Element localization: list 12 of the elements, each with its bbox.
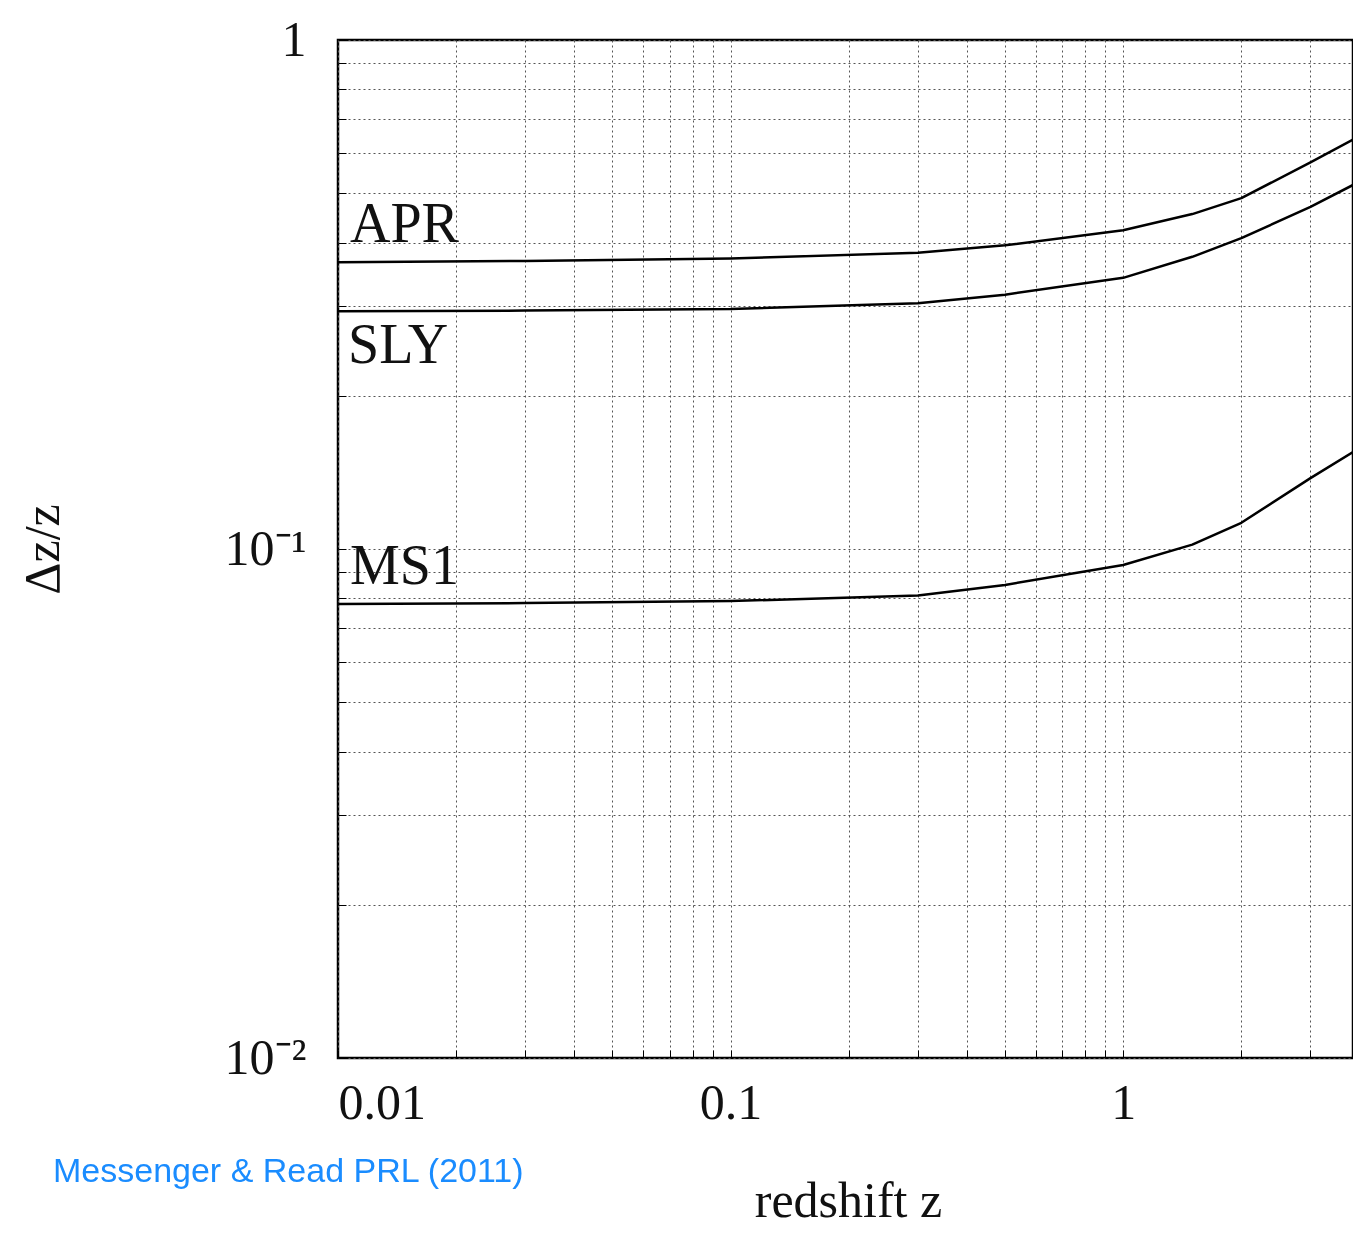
y-tick-label: 1 xyxy=(281,10,307,67)
series-label: APR xyxy=(350,192,460,255)
series-label: MS1 xyxy=(350,533,459,596)
x-tick-label: 0.1 xyxy=(699,1073,763,1130)
x-tick-label: 0.01 xyxy=(338,1073,426,1130)
x-axis-title: redshift z xyxy=(754,1171,943,1228)
y-tick-label: 10⁻² xyxy=(224,1028,307,1085)
x-tick-label: 1 xyxy=(1111,1073,1137,1130)
series-label: SLY xyxy=(348,313,449,376)
y-tick-label: 10⁻¹ xyxy=(224,519,307,576)
y-axis-title: Δz/z xyxy=(13,504,70,595)
text: Messenger & Read PRL (2011) xyxy=(53,1151,524,1189)
